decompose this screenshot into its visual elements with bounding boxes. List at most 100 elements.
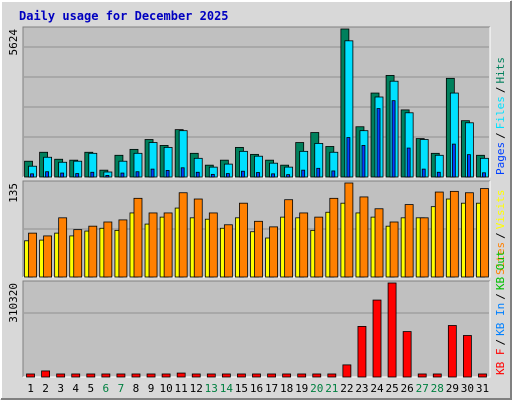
x-tick-label: 21 (325, 382, 338, 395)
y-tick-label: 5624 (7, 29, 20, 56)
legend-entry: KB F (494, 349, 507, 376)
x-tick-label: 26 (401, 382, 414, 395)
bar (58, 217, 68, 278)
bar (451, 143, 456, 178)
legend: KB F / KB In / KB Out (494, 250, 507, 375)
bar (374, 208, 384, 278)
bar (206, 373, 216, 378)
bar (284, 199, 294, 278)
x-tick-label: 10 (159, 382, 172, 395)
bar (256, 172, 260, 178)
bar (103, 221, 113, 278)
bar (88, 225, 98, 278)
bar (404, 204, 414, 278)
x-tick-label: 22 (340, 382, 353, 395)
bar (178, 192, 188, 278)
bar (208, 212, 218, 278)
bar (30, 173, 34, 178)
legend-entry: Visits (494, 190, 507, 230)
bar (299, 212, 309, 278)
x-tick-label: 20 (310, 382, 323, 395)
bar (301, 169, 306, 178)
x-tick-label: 27 (416, 382, 429, 395)
bar (482, 172, 486, 178)
bar (41, 370, 50, 378)
bar (116, 373, 126, 378)
bar (71, 373, 81, 378)
bar (346, 137, 351, 178)
bar (60, 172, 65, 178)
legend-entry: KB Out (494, 250, 507, 290)
bar (146, 373, 156, 378)
bar (191, 373, 201, 378)
bar (105, 175, 110, 178)
bar (344, 182, 354, 278)
legend-separator: / (494, 339, 507, 346)
bar (237, 373, 246, 378)
bar (297, 373, 307, 378)
bar (357, 326, 367, 378)
bar (210, 173, 215, 178)
x-tick-label: 12 (190, 382, 203, 395)
x-tick-label: 31 (476, 382, 489, 395)
bar (314, 216, 324, 278)
bar (480, 188, 489, 278)
y-tick-label: 135 (7, 183, 20, 203)
bar (118, 219, 128, 278)
x-tick-label: 29 (446, 382, 459, 395)
bar (254, 220, 263, 278)
bar (26, 373, 35, 378)
legend-entry: Pages (494, 142, 507, 175)
bar (75, 173, 80, 178)
bar (148, 212, 158, 278)
bar (133, 197, 143, 278)
x-tick-label: 17 (265, 382, 278, 395)
x-tick-label: 7 (118, 382, 125, 395)
bar (376, 108, 381, 178)
bar (465, 192, 474, 278)
x-tick-label: 2 (42, 382, 49, 395)
y-tick-label: 310320 (7, 283, 20, 323)
bar (467, 154, 471, 178)
bar (389, 221, 399, 278)
bar (269, 226, 278, 278)
bar (161, 373, 171, 378)
bar (421, 168, 426, 178)
bar (406, 147, 411, 178)
bar (221, 373, 231, 378)
bar (195, 171, 200, 178)
x-tick-label: 3 (57, 382, 64, 395)
x-tick-label: 30 (461, 382, 474, 395)
bar (120, 172, 125, 178)
bar (361, 145, 366, 178)
x-tick-label: 18 (280, 382, 293, 395)
bar (478, 373, 487, 378)
bar (329, 197, 339, 278)
legend-entry: KB In (494, 303, 507, 336)
x-tick-label: 28 (431, 382, 444, 395)
bar (267, 373, 276, 378)
bar (282, 373, 292, 378)
bar (417, 373, 427, 378)
bar (135, 171, 140, 178)
x-tick-label: 19 (295, 382, 308, 395)
bar (176, 372, 186, 378)
legend-entry: Sites (494, 242, 507, 275)
bar (28, 232, 37, 278)
bar (165, 170, 170, 178)
bar (86, 373, 96, 378)
bar (223, 224, 233, 278)
bar (271, 173, 275, 178)
legend: Sites / Visits (494, 190, 507, 276)
bar (150, 168, 155, 178)
bar (193, 198, 203, 278)
bar (73, 229, 83, 278)
x-tick-label: 16 (250, 382, 263, 395)
x-tick-label: 9 (148, 382, 155, 395)
bar (312, 373, 322, 378)
bar (342, 364, 352, 378)
legend-separator: / (494, 132, 507, 139)
legend-separator: / (494, 87, 507, 94)
